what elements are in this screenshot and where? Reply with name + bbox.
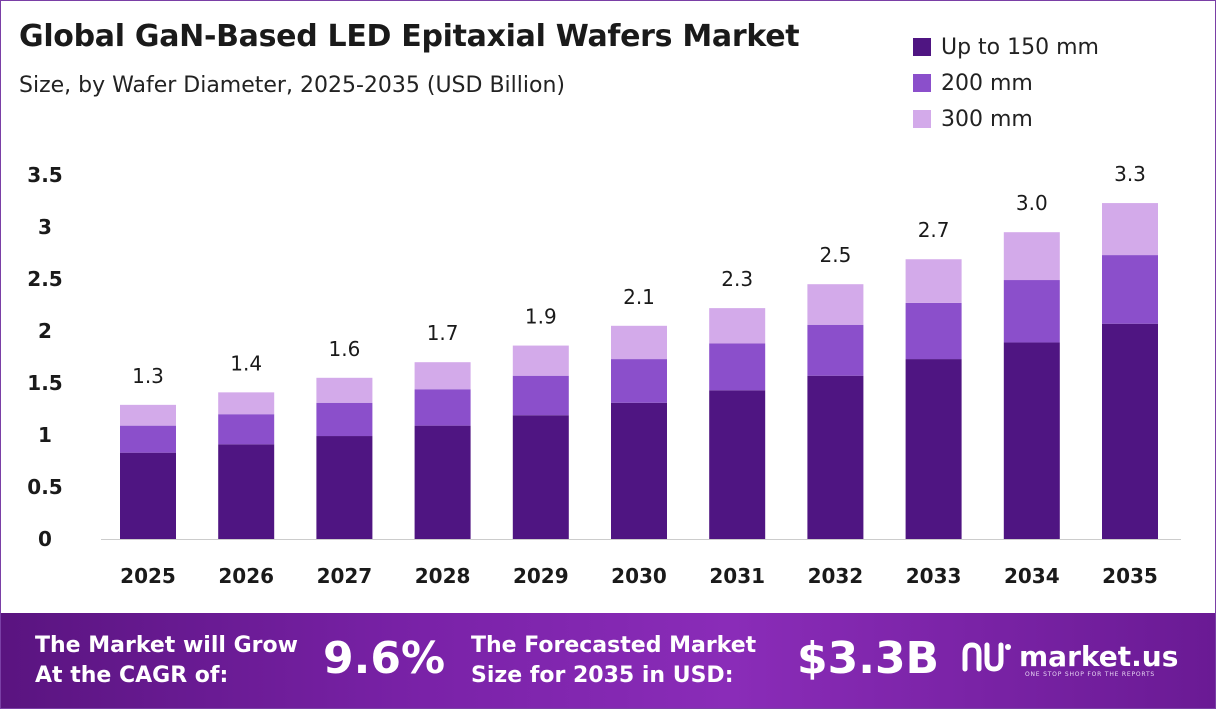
total-data-label: 3.3 xyxy=(1114,162,1146,186)
x-tick-label: 2029 xyxy=(513,564,569,588)
legend-label: 200 mm xyxy=(941,70,1033,96)
chart-title: Global GaN-Based LED Epitaxial Wafers Ma… xyxy=(19,19,800,54)
y-tick-label: 2.5 xyxy=(27,267,62,291)
bar-segment-2 xyxy=(218,414,275,445)
total-data-label: 1.6 xyxy=(328,337,360,361)
market-us-tagline: ONE STOP SHOP FOR THE REPORTS xyxy=(1025,671,1156,678)
x-tick-label: 2031 xyxy=(709,564,765,588)
bar-segment-3 xyxy=(316,377,373,403)
x-tick-label: 2032 xyxy=(808,564,864,588)
total-data-label: 1.4 xyxy=(230,351,262,375)
x-tick-label: 2026 xyxy=(218,564,274,588)
forecast-caption-line1: The Forecasted Market xyxy=(471,633,757,658)
legend-item-300mm: 300 mm xyxy=(913,101,1099,137)
summary-banner: The Market will Grow At the CAGR of: 9.6… xyxy=(1,613,1215,708)
x-tick-label: 2033 xyxy=(906,564,962,588)
bar-segment-3 xyxy=(120,404,176,426)
bar-segment-1 xyxy=(709,390,766,539)
legend-label: Up to 150 mm xyxy=(941,34,1099,60)
bar-segment-3 xyxy=(218,392,275,415)
bar-segment-2 xyxy=(316,402,373,437)
bar-segment-2 xyxy=(414,389,471,426)
y-tick-label: 1.5 xyxy=(27,371,62,395)
bar-segment-3 xyxy=(1003,232,1060,281)
bar-segment-2 xyxy=(905,302,962,360)
legend-swatch-300mm xyxy=(913,110,931,128)
bar-segment-2 xyxy=(1102,255,1158,324)
bar-segment-1 xyxy=(414,425,471,539)
total-data-label: 2.1 xyxy=(623,285,655,309)
total-data-label: 1.7 xyxy=(427,321,459,345)
legend-item-up-to-150mm: Up to 150 mm xyxy=(913,29,1099,65)
bar-segment-3 xyxy=(611,325,667,360)
x-tick-label: 2030 xyxy=(611,564,667,588)
total-data-label: 2.7 xyxy=(918,218,950,242)
x-tick-label: 2035 xyxy=(1102,564,1158,588)
bar-segment-3 xyxy=(807,284,864,325)
forecast-caption: The Forecasted Market Size for 2035 in U… xyxy=(471,631,756,691)
bar-segment-2 xyxy=(807,324,864,376)
legend-item-200mm: 200 mm xyxy=(913,65,1099,101)
bar-segment-3 xyxy=(512,345,569,376)
total-data-label: 1.3 xyxy=(132,364,164,388)
bar-segment-1 xyxy=(512,415,569,539)
bar-segment-3 xyxy=(709,308,766,344)
stacked-bar-chart: 0 0.5 1 1.5 2 2.5 3 3.5 1.3 2025 1.4 2026 1.6 2027 1.7… xyxy=(27,162,1181,588)
y-tick-label: 3 xyxy=(38,215,52,239)
legend-swatch-200mm xyxy=(913,74,931,92)
bar-segment-1 xyxy=(316,436,373,539)
cagr-caption-line2: At the CAGR of: xyxy=(35,663,229,688)
total-data-label: 3.0 xyxy=(1016,191,1048,215)
market-us-logo-text: market.us xyxy=(1019,640,1179,673)
y-tick-label: 3.5 xyxy=(27,163,62,187)
bar-segment-1 xyxy=(120,452,176,539)
forecast-caption-line2: Size for 2035 in USD: xyxy=(471,663,734,688)
bar-segment-2 xyxy=(1003,280,1060,343)
bar-segment-1 xyxy=(611,402,667,539)
bar-segment-3 xyxy=(905,259,962,303)
y-tick-label: 1 xyxy=(38,423,52,447)
bar-segment-1 xyxy=(905,359,962,539)
total-data-label: 2.5 xyxy=(819,243,851,267)
x-tick-label: 2025 xyxy=(120,564,176,588)
bar-segment-3 xyxy=(414,362,471,390)
market-us-logo: market.us xyxy=(961,639,1178,675)
bar-segment-2 xyxy=(120,425,176,453)
total-data-label: 2.3 xyxy=(721,267,753,291)
y-tick-label: 0.5 xyxy=(27,475,62,499)
bar-segment-2 xyxy=(512,375,569,416)
bar-segment-3 xyxy=(1102,203,1158,256)
bar-segment-2 xyxy=(611,359,667,403)
bar-segment-1 xyxy=(218,444,275,539)
market-us-logo-icon xyxy=(962,642,1011,672)
chart-subtitle: Size, by Wafer Diameter, 2025-2035 (USD … xyxy=(19,73,565,98)
forecast-value: $3.3B xyxy=(797,633,940,684)
legend-label: 300 mm xyxy=(941,106,1033,132)
bar-segment-1 xyxy=(1003,342,1060,539)
cagr-caption: The Market will Grow At the CAGR of: xyxy=(35,631,298,691)
cagr-caption-line1: The Market will Grow xyxy=(35,633,298,658)
bar-segment-1 xyxy=(1102,323,1158,539)
y-tick-label: 0 xyxy=(38,527,52,551)
legend-swatch-up-to-150mm xyxy=(913,38,931,56)
x-tick-label: 2034 xyxy=(1004,564,1060,588)
legend: Up to 150 mm 200 mm 300 mm xyxy=(913,29,1099,137)
total-data-label: 1.9 xyxy=(525,305,557,329)
bar-segment-2 xyxy=(709,343,766,391)
x-tick-label: 2027 xyxy=(317,564,373,588)
bar-segment-1 xyxy=(807,375,864,539)
x-tick-label: 2028 xyxy=(415,564,471,588)
cagr-value: 9.6% xyxy=(323,633,446,684)
y-tick-label: 2 xyxy=(38,319,52,343)
